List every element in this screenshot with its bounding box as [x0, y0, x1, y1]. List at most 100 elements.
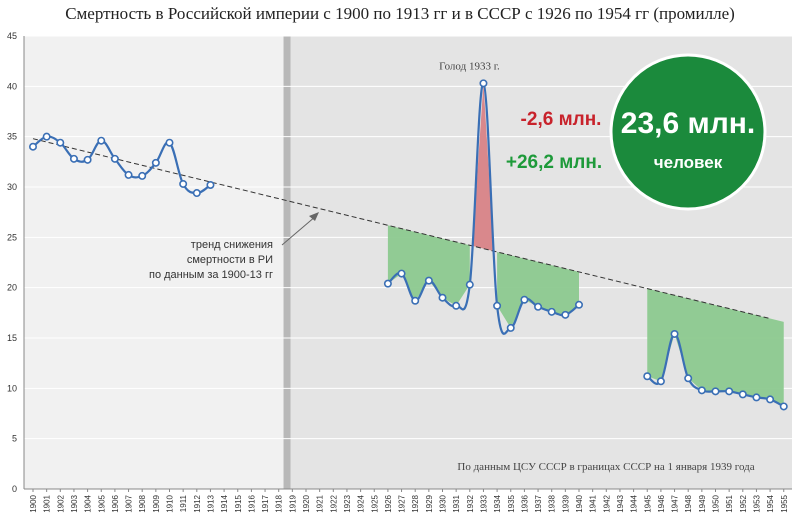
data-point: [506, 323, 515, 332]
gain-area: [497, 251, 579, 328]
x-tick-label: 1940: [575, 494, 584, 512]
data-point: [206, 180, 215, 189]
x-tick-label: 1907: [125, 494, 134, 512]
gain-area: [647, 288, 784, 407]
data-point: [83, 155, 92, 164]
data-point: [684, 374, 693, 383]
x-tick-label: 1902: [56, 494, 65, 512]
x-tick-label: 1927: [398, 494, 407, 512]
total-badge: 23,6 млн. человек: [609, 53, 767, 211]
data-point: [738, 390, 747, 399]
x-tick-label: 1900: [29, 494, 38, 512]
shaded-areas: [387, 83, 784, 407]
data-point: [28, 142, 37, 151]
data-point: [452, 301, 461, 310]
data-point: [520, 295, 529, 304]
data-point: [124, 170, 133, 179]
y-tick-label: 5: [12, 434, 17, 444]
x-tick-label: 1932: [466, 494, 475, 512]
x-tick-label: 1913: [206, 494, 215, 512]
x-tick-label: 1911: [179, 494, 188, 512]
x-tick-label: 1924: [357, 494, 366, 512]
loss-area: [472, 83, 494, 252]
x-tick-label: 1919: [288, 494, 297, 512]
data-point: [534, 302, 543, 311]
trend-label-line1: тренд снижения: [191, 239, 273, 251]
x-tick-label: 1952: [739, 494, 748, 512]
y-tick-label: 0: [12, 484, 17, 494]
x-tick-label: 1915: [234, 494, 243, 512]
x-tick-label: 1929: [425, 494, 434, 512]
data-point: [779, 402, 788, 411]
y-tick-label: 15: [7, 333, 17, 343]
data-point: [656, 377, 665, 386]
data-point: [752, 393, 761, 402]
data-point: [725, 387, 734, 396]
x-tick-label: 1934: [493, 494, 502, 512]
period-divider: [283, 36, 291, 489]
x-tick-label: 1914: [220, 494, 229, 512]
trend-arrow: [281, 212, 319, 246]
x-tick-label: 1930: [439, 494, 448, 512]
data-point: [479, 79, 488, 88]
data-point: [97, 136, 106, 145]
trend-label-line2: смертности в РИ: [187, 254, 273, 266]
badge-unit: человек: [654, 153, 723, 172]
x-tick-label: 1901: [43, 494, 52, 512]
loss-label: -2,6 млн.: [521, 109, 602, 130]
x-tick-label: 1923: [343, 494, 352, 512]
data-point: [766, 395, 775, 404]
x-tick-label: 1946: [657, 494, 666, 512]
x-tick-label: 1938: [548, 494, 557, 512]
x-tick-label: 1939: [561, 494, 570, 512]
x-tick-label: 1942: [602, 494, 611, 512]
badge-number: 23,6 млн.: [621, 107, 755, 140]
data-point: [438, 293, 447, 302]
x-tick-label: 1916: [247, 494, 256, 512]
data-point: [574, 300, 583, 309]
data-point: [547, 307, 556, 316]
x-tick-label: 1903: [70, 494, 79, 512]
x-tick-label: 1937: [534, 494, 543, 512]
source-note: По данным ЦСУ СССР в границах СССР на 1 …: [457, 461, 754, 473]
y-tick-label: 30: [7, 182, 17, 192]
x-tick-label: 1936: [520, 494, 529, 512]
x-tick-label: 1926: [384, 494, 393, 512]
data-point: [179, 179, 188, 188]
data-points: [28, 79, 788, 411]
data-point: [110, 154, 119, 163]
data-point: [697, 386, 706, 395]
data-point: [42, 132, 51, 141]
data-point: [561, 310, 570, 319]
gain-label: +26,2 млн.: [506, 152, 602, 173]
x-tick-label: 1949: [698, 494, 707, 512]
x-tick-label: 1904: [84, 494, 93, 512]
y-tick-label: 25: [7, 232, 17, 242]
y-axis: 0 5 10 15 20 25 30 35 40 45: [7, 31, 25, 494]
x-tick-label: 1906: [111, 494, 120, 512]
data-point: [192, 189, 201, 198]
y-tick-label: 20: [7, 283, 17, 293]
x-tick-label: 1951: [725, 494, 734, 512]
x-tick-label: 1921: [316, 494, 325, 512]
data-point: [397, 269, 406, 278]
y-tick-label: 45: [7, 31, 17, 41]
data-point: [151, 158, 160, 167]
famine-annotation: Голод 1933 г.: [439, 60, 500, 72]
y-tick-label: 10: [7, 383, 17, 393]
x-tick-label: 1943: [616, 494, 625, 512]
data-point: [670, 329, 679, 338]
x-tick-label: 1928: [411, 494, 420, 512]
x-tick-label: 1953: [752, 494, 761, 512]
data-point: [643, 372, 652, 381]
data-point: [411, 296, 420, 305]
data-point: [424, 276, 433, 285]
y-tick-label: 40: [7, 81, 17, 91]
data-point: [465, 280, 474, 289]
x-tick-label: 1935: [507, 494, 516, 512]
x-tick-label: 1920: [302, 494, 311, 512]
chart-title: Смертность в Российской империи с 1900 п…: [65, 4, 735, 23]
data-point: [711, 387, 720, 396]
x-tick-label: 1922: [329, 494, 338, 512]
